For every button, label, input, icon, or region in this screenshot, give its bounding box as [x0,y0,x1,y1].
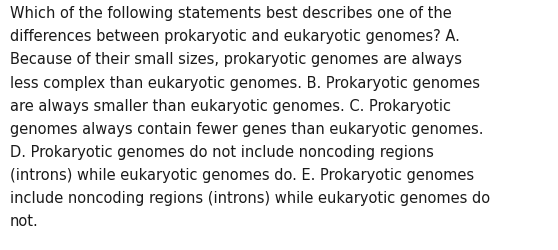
Text: include noncoding regions (introns) while eukaryotic genomes do: include noncoding regions (introns) whil… [10,190,490,205]
Text: genomes always contain fewer genes than eukaryotic genomes.: genomes always contain fewer genes than … [10,121,484,136]
Text: D. Prokaryotic genomes do not include noncoding regions: D. Prokaryotic genomes do not include no… [10,144,434,159]
Text: less complex than eukaryotic genomes. B. Prokaryotic genomes: less complex than eukaryotic genomes. B.… [10,75,480,90]
Text: not.: not. [10,213,39,228]
Text: are always smaller than eukaryotic genomes. C. Prokaryotic: are always smaller than eukaryotic genom… [10,98,451,113]
Text: differences between prokaryotic and eukaryotic genomes? A.: differences between prokaryotic and euka… [10,29,460,44]
Text: Because of their small sizes, prokaryotic genomes are always: Because of their small sizes, prokaryoti… [10,52,462,67]
Text: (introns) while eukaryotic genomes do. E. Prokaryotic genomes: (introns) while eukaryotic genomes do. E… [10,167,474,182]
Text: Which of the following statements best describes one of the: Which of the following statements best d… [10,6,452,21]
